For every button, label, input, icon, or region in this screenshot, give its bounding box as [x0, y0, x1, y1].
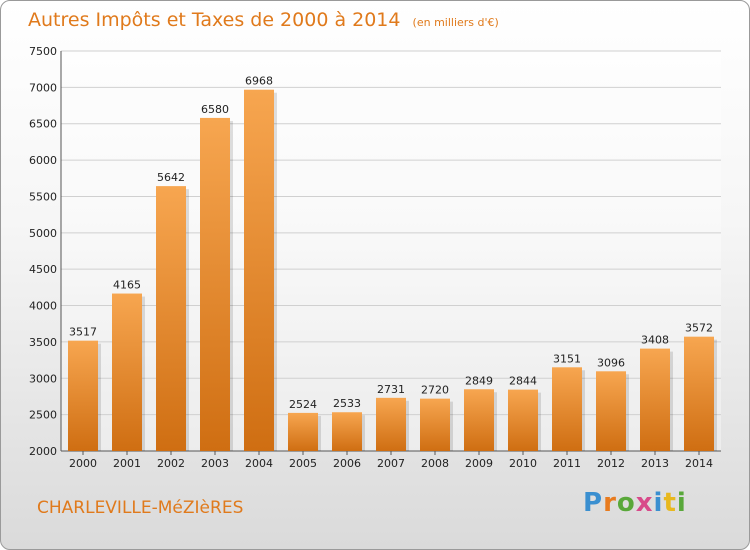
y-tick-label: 2500 [29, 409, 57, 422]
bar [68, 340, 98, 451]
x-tick-label: 2011 [553, 457, 581, 470]
y-tick-label: 6500 [29, 118, 57, 131]
y-tick-label: 2000 [29, 445, 57, 458]
bar-value-label: 3408 [641, 334, 669, 347]
bar [244, 89, 274, 451]
x-tick-label: 2008 [421, 457, 449, 470]
bar-value-label: 2849 [465, 374, 493, 387]
x-tick-label: 2010 [509, 457, 537, 470]
bar [156, 186, 186, 452]
bar-value-label: 5642 [157, 171, 185, 184]
x-tick-label: 2007 [377, 457, 405, 470]
bar-value-label: 2524 [289, 398, 317, 411]
bars [68, 89, 717, 452]
logo-letter: P [583, 488, 604, 518]
bar-value-label: 4165 [113, 279, 141, 292]
bar [420, 398, 450, 451]
y-tick-label: 3500 [29, 336, 57, 349]
y-tick-label: 6000 [29, 154, 57, 167]
bar-value-label: 3572 [685, 322, 713, 335]
bar [684, 336, 714, 451]
bar [640, 348, 670, 451]
bar [596, 371, 626, 451]
bar-value-label: 3517 [69, 326, 97, 339]
x-tick-label: 2005 [289, 457, 317, 470]
bar [112, 293, 142, 451]
bar [464, 389, 494, 451]
bar [332, 412, 362, 451]
y-tick-label: 4000 [29, 300, 57, 313]
bar [376, 397, 406, 451]
x-tick-label: 2009 [465, 457, 493, 470]
bar-value-label: 6968 [245, 75, 273, 88]
x-tick-label: 2001 [113, 457, 141, 470]
chart-title-text: Autres Impôts et Taxes de 2000 à 2014 [28, 9, 401, 31]
bar [200, 117, 230, 451]
city-name: CHARLEVILLE-MéZIèRES [37, 498, 244, 518]
logo-letter: r [603, 488, 617, 518]
logo-letter: x [635, 488, 654, 518]
y-tick-label: 5500 [29, 190, 57, 203]
bar-value-label: 2533 [333, 397, 361, 410]
logo-letter: i [676, 488, 687, 518]
y-tick-label: 3000 [29, 372, 57, 385]
bar-value-label: 3151 [553, 352, 581, 365]
x-tick-label: 2000 [69, 457, 97, 470]
bar [552, 367, 582, 451]
bar-value-label: 2844 [509, 375, 537, 388]
logo-letter: t [663, 488, 677, 518]
x-tick-label: 2014 [685, 457, 713, 470]
x-tick-label: 2003 [201, 457, 229, 470]
bar-value-label: 2720 [421, 384, 449, 397]
logo-letter: o [616, 488, 636, 518]
x-tick-label: 2004 [245, 457, 273, 470]
y-tick-label: 7000 [29, 81, 57, 94]
bar-value-label: 6580 [201, 103, 229, 116]
bar [288, 412, 318, 451]
x-tick-label: 2013 [641, 457, 669, 470]
labels: 2000 2500 3000 3500 4000 4500 5000 5500 6000 6500… [29, 45, 713, 470]
y-tick-label: 7500 [29, 45, 57, 58]
bar-value-label: 3096 [597, 356, 625, 369]
x-tick-label: 2012 [597, 457, 625, 470]
x-tick-label: 2006 [333, 457, 361, 470]
proxiti-logo: Proxiti [583, 488, 687, 518]
bar [508, 389, 538, 451]
x-tick-label: 2002 [157, 457, 185, 470]
bar-value-label: 2731 [377, 383, 405, 396]
chart-title: Autres Impôts et Taxes de 2000 à 2014 (e… [28, 9, 499, 31]
y-tick-label: 4500 [29, 263, 57, 276]
logo-letter: i [653, 488, 664, 518]
chart-subtitle: (en milliers d'€) [412, 16, 499, 29]
y-tick-label: 5000 [29, 227, 57, 240]
